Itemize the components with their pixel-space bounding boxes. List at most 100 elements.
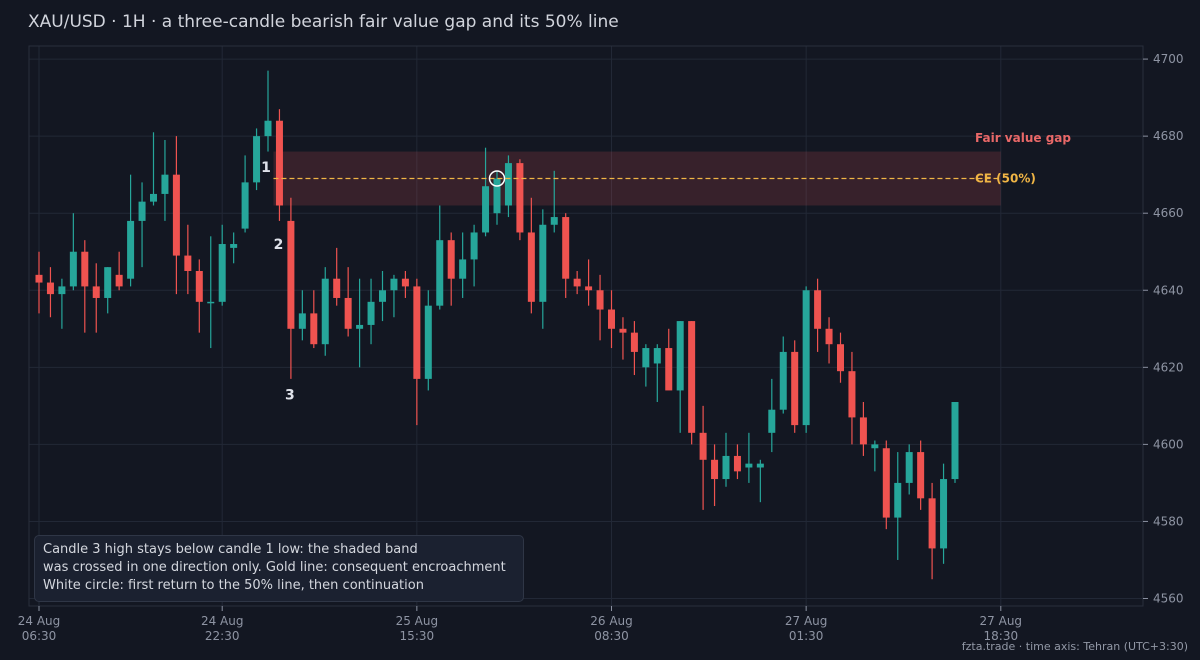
candle-body (321, 278, 329, 345)
candle-body (905, 452, 913, 483)
x-tick-label: 18:30 (984, 629, 1019, 643)
y-tick-label: 4680 (1153, 129, 1184, 143)
candle-body (585, 286, 593, 291)
candle-body (745, 463, 753, 468)
note-line: White circle: first return to the 50% li… (43, 578, 424, 593)
candle-body (69, 251, 77, 287)
candle-body (35, 274, 43, 283)
x-tick-label: 26 Aug (590, 614, 633, 628)
candle-body (940, 479, 948, 549)
y-tick-label: 4660 (1153, 206, 1184, 220)
candle-body (275, 120, 283, 206)
candle-body (92, 286, 100, 298)
candle-body (264, 120, 272, 137)
candle-body (504, 163, 512, 206)
explanation-note: Candle 3 high stays below candle 1 low: … (34, 535, 524, 602)
candle-body (608, 309, 615, 329)
candle-body (894, 482, 902, 518)
candle-body (676, 321, 684, 391)
x-tick-label: 27 Aug (980, 614, 1023, 628)
x-tick-label: 15:30 (400, 629, 435, 643)
x-tick-label: 24 Aug (18, 614, 61, 628)
plot-frame (28, 45, 1144, 607)
candle-body (195, 270, 203, 302)
candle-body (253, 136, 261, 183)
candle-body (871, 444, 879, 449)
candle-body (482, 186, 490, 233)
note-line: was crossed in one direction only. Gold … (43, 560, 506, 575)
candle-body (527, 232, 535, 302)
candle-body (596, 290, 604, 310)
candle-body (298, 313, 306, 329)
fvg-label: Fair value gap (975, 131, 1071, 145)
candle-body (756, 463, 764, 468)
note-line: Candle 3 high stays below candle 1 low: … (43, 542, 418, 557)
candle-body (161, 174, 169, 194)
candle-body (58, 286, 66, 295)
x-tick-label: 25 Aug (396, 614, 439, 628)
y-tick-label: 4580 (1153, 514, 1184, 528)
candle-body (665, 348, 673, 391)
candle-body (230, 244, 238, 248)
candle-body (424, 305, 432, 379)
candle-number-label: 2 (274, 237, 284, 253)
candle-body (333, 278, 341, 298)
candle-body (470, 232, 478, 260)
candle-body (390, 278, 398, 291)
candle-body (207, 301, 215, 304)
candle-body (722, 455, 730, 480)
candle-body (791, 351, 799, 426)
candle-body (562, 217, 570, 279)
candle-body (688, 321, 696, 433)
candle-body (539, 224, 547, 302)
candle-body (104, 267, 112, 298)
candle-body (699, 432, 707, 460)
candle-body (825, 328, 833, 345)
candle-body (401, 278, 409, 287)
candle-body (367, 301, 375, 325)
y-tick-label: 4620 (1153, 360, 1184, 374)
candle-body (46, 282, 54, 295)
x-tick-label: 08:30 (594, 629, 629, 643)
candle-body (127, 220, 135, 279)
chart-title: XAU/USD · 1H · a three-candle bearish fa… (28, 12, 619, 32)
y-tick-label: 4560 (1153, 592, 1184, 606)
candle-body (150, 193, 157, 202)
candle-body (172, 174, 180, 256)
candle-body (573, 278, 581, 287)
x-tick-label: 01:30 (789, 629, 824, 643)
candle-body (802, 290, 810, 426)
x-tick-label: 06:30 (22, 629, 57, 643)
candle-body (436, 240, 444, 306)
candle-body (779, 351, 787, 410)
candle-number-label: 1 (261, 160, 271, 176)
candle-body (814, 290, 822, 329)
candle-body (630, 332, 638, 352)
candle-body (711, 459, 719, 480)
candle-body (356, 324, 364, 329)
candle-body (310, 313, 318, 345)
candle-body (184, 255, 192, 271)
x-tick-label: 24 Aug (201, 614, 244, 628)
candle-body (928, 498, 936, 549)
candle-body (287, 220, 295, 329)
candle-body (379, 290, 386, 302)
candle-body (619, 328, 627, 333)
ce-label: CE (50%) (975, 172, 1036, 186)
candle-body (241, 182, 249, 229)
candle-body (882, 448, 890, 518)
annotations: Fair value gap CE (50%) 1 2 3 (261, 131, 1071, 403)
candle-body (115, 274, 123, 287)
candles (35, 70, 959, 580)
y-tick-label: 4640 (1153, 283, 1184, 297)
retest-marker (488, 170, 506, 187)
candle-body (218, 244, 226, 302)
candle-body (516, 163, 524, 233)
candle-body (413, 286, 421, 379)
candle-body (642, 348, 650, 368)
grid (29, 46, 1143, 606)
candle-number-label: 3 (285, 387, 295, 403)
candle-body (493, 178, 501, 214)
